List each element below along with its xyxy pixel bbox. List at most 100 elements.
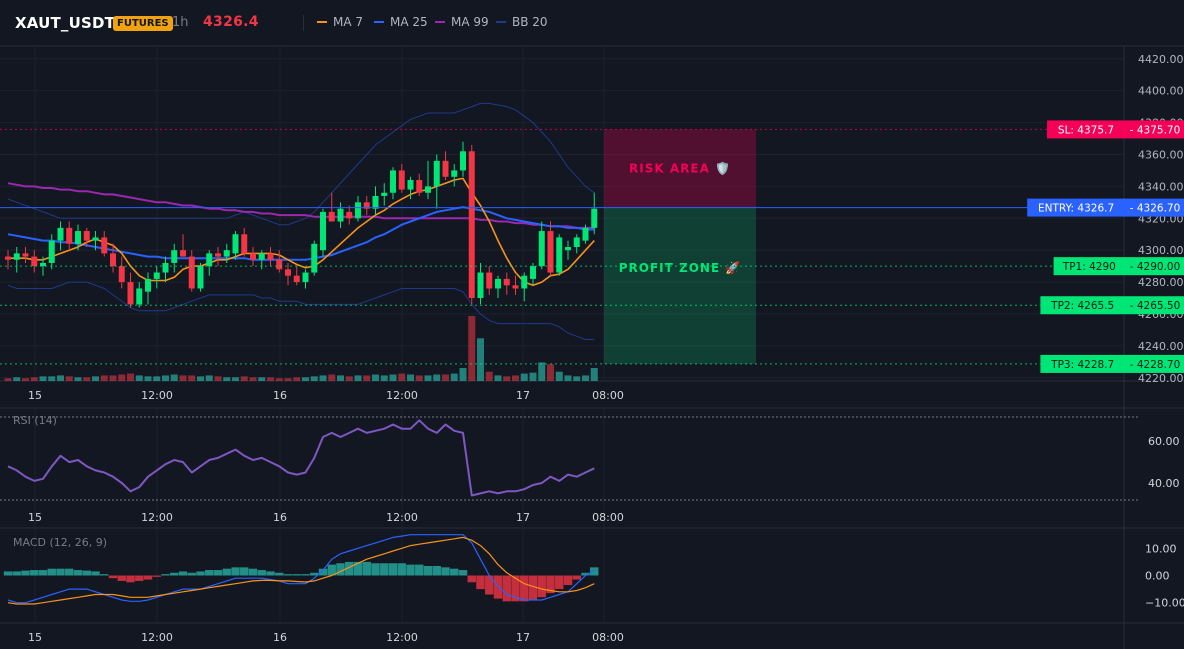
volume-bar (162, 375, 169, 381)
volume-bar (118, 374, 126, 381)
macd-histogram-bar (108, 575, 118, 579)
macd-histogram-bar (187, 572, 196, 576)
time-axis-label: 12:00 (141, 511, 173, 524)
macd-histogram-bar (310, 572, 319, 576)
rsi-axis-label: 60.00 (1148, 435, 1180, 448)
candle-body (66, 227, 73, 244)
volume-bar (57, 375, 64, 381)
macd-histogram-bar (292, 574, 301, 576)
candle-body (416, 180, 423, 193)
macd-histogram-bar (353, 561, 363, 576)
volume-bar (179, 375, 187, 381)
candle-body (582, 227, 589, 241)
volume-bar (512, 375, 519, 381)
macd-histogram-bar (56, 568, 65, 576)
volume-bar (223, 377, 231, 381)
macd-histogram-bar (520, 575, 529, 602)
macd-histogram-bar (458, 570, 468, 576)
legend-item-ma7[interactable]: MA 7 (317, 15, 363, 29)
sl-price-tag (1125, 120, 1184, 139)
macd-histogram-bar (301, 574, 310, 576)
macd-histogram-bar (266, 571, 275, 576)
volume-bar (302, 377, 309, 381)
volume-bar (100, 375, 108, 381)
rsi-line (7, 419, 595, 497)
volume-bar (485, 371, 493, 381)
time-axis-label: 17 (516, 511, 530, 524)
macd-histogram-bar (65, 568, 74, 576)
volume-bar (74, 377, 82, 381)
macd-axis-label: −10.00 (1145, 597, 1184, 610)
macd-histogram-bar (205, 570, 214, 576)
volume-bar (127, 373, 134, 381)
macd-signal-line (7, 536, 595, 605)
volume-bar (267, 377, 274, 381)
candle-body (591, 208, 598, 228)
macd-histogram-bar (283, 574, 293, 576)
volume-bar (258, 377, 266, 381)
legend-item-ma99[interactable]: MA 99 (435, 15, 489, 29)
macd-histogram-bar (415, 564, 424, 576)
symbol-label[interactable]: XAUT_USDT (15, 14, 116, 32)
timeframe-label[interactable]: 1h (172, 15, 189, 30)
ma99-swatch (435, 21, 445, 23)
macd-histogram-bar (528, 575, 538, 600)
candle-body (486, 272, 493, 289)
candle-body (241, 234, 248, 254)
macd-histogram-bar (397, 563, 406, 576)
candle-body (565, 247, 571, 251)
volume-bar (407, 374, 414, 381)
candle-body (22, 253, 29, 257)
volume-bar (249, 377, 257, 381)
macd-axis-label: 0.00 (1145, 570, 1170, 583)
time-axis-label: 12:00 (141, 389, 173, 402)
macd-histogram-bar (441, 567, 450, 576)
candle-body (372, 195, 379, 209)
macd-histogram-bar (275, 572, 284, 576)
macd-histogram-bar (91, 571, 100, 576)
price-axis-label: 4300.00 (1138, 244, 1184, 257)
tp-level-label: TP3: 4228.7 (1050, 359, 1114, 371)
candle-body (538, 231, 545, 267)
time-axis-label: 08:00 (592, 511, 624, 524)
volume-bar (337, 375, 344, 381)
candle-body (573, 237, 580, 247)
volume-bar (503, 376, 511, 381)
volume-bar (547, 364, 554, 381)
volume-bar (363, 375, 371, 381)
candle-body (92, 237, 99, 241)
macd-histogram-bar (563, 575, 573, 586)
volume-bar (205, 375, 213, 381)
candle-body (250, 253, 256, 260)
macd-histogram-bar (345, 561, 354, 576)
tp-price-label: - 4290.00 (1130, 261, 1181, 273)
volume-bar (275, 378, 283, 381)
tp-price-tag (1125, 257, 1184, 276)
tp-level-tag (1040, 296, 1125, 315)
tp-level-label: TP1: 4290 (1062, 261, 1116, 273)
macd-histogram-bar (388, 563, 398, 576)
volume-bar (109, 375, 117, 381)
volume-bar (39, 376, 47, 381)
legend-item-ma25[interactable]: MA 25 (374, 15, 428, 29)
volume-bar (13, 377, 21, 381)
macd-histogram-bar (336, 563, 345, 576)
candle-body (425, 186, 431, 193)
macd-histogram-bar (47, 568, 56, 576)
legend-item-bb20[interactable]: BB 20 (496, 15, 548, 29)
volume-bar (442, 374, 449, 381)
macd-histogram-bar (82, 570, 91, 576)
macd-histogram-bar (432, 565, 441, 576)
price-axis-label: 4360.00 (1138, 148, 1184, 161)
candle-body (346, 211, 353, 219)
macd-histogram-bar (135, 575, 144, 581)
macd-histogram-bar (30, 570, 39, 576)
bb20-upper-line (7, 102, 595, 226)
rsi-axis-label: 40.00 (1148, 477, 1180, 490)
volume-bar (582, 375, 589, 381)
candle-body (381, 192, 388, 196)
price-axis-label: 4420.00 (1138, 53, 1184, 66)
volume-bar (345, 376, 353, 381)
time-axis-label: 17 (516, 631, 530, 644)
